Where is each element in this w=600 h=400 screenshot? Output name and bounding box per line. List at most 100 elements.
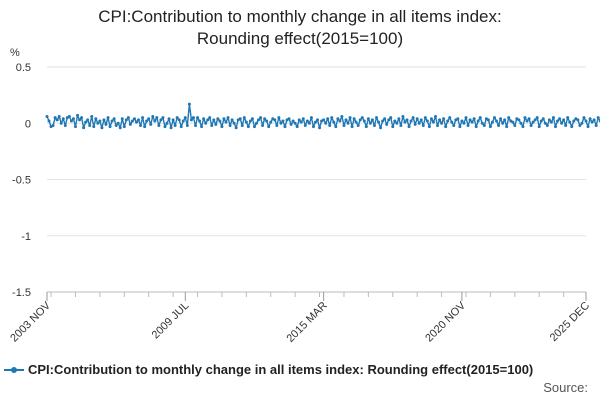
data-point — [328, 124, 332, 127]
data-point — [425, 119, 429, 123]
data-point — [517, 118, 521, 122]
data-point — [92, 125, 96, 129]
data-point — [344, 118, 348, 122]
data-point — [470, 120, 474, 124]
data-point — [71, 117, 75, 121]
data-point — [399, 124, 403, 127]
data-point — [495, 119, 499, 123]
data-point — [149, 122, 153, 126]
data-point — [456, 117, 460, 121]
data-point — [187, 102, 191, 106]
data-point — [464, 116, 468, 120]
data-point — [313, 120, 317, 124]
data-point — [346, 121, 350, 125]
data-point — [214, 122, 218, 126]
data-point — [397, 117, 401, 121]
data-point — [411, 116, 415, 120]
data-point — [141, 116, 145, 120]
data-point — [322, 118, 326, 122]
data-point — [230, 118, 234, 122]
data-point — [448, 116, 452, 120]
data-point — [143, 125, 147, 129]
data-point — [334, 125, 338, 129]
data-point — [372, 124, 376, 127]
y-tick-label: -1 — [21, 231, 31, 243]
data-point — [482, 124, 486, 127]
data-point — [73, 125, 77, 129]
data-point — [468, 118, 472, 122]
data-point — [362, 119, 366, 123]
data-point — [478, 116, 482, 120]
y-tick-label: -0.5 — [12, 175, 31, 187]
data-point — [553, 125, 557, 129]
data-point — [492, 116, 496, 120]
x-tick-label: 2015 MAR — [284, 300, 329, 345]
data-point — [401, 115, 405, 118]
data-point — [385, 122, 389, 126]
data-point — [366, 117, 370, 121]
data-point — [356, 124, 360, 127]
data-point — [417, 121, 421, 125]
data-point — [78, 118, 82, 122]
data-point — [263, 117, 267, 121]
y-tick-label: 0.5 — [16, 62, 31, 74]
data-point — [560, 121, 564, 125]
data-point — [403, 120, 407, 124]
data-point — [248, 119, 252, 123]
data-point — [228, 124, 232, 127]
data-point — [381, 119, 385, 123]
data-point — [128, 122, 132, 126]
y-tick-label: 0 — [25, 118, 31, 130]
data-point — [185, 124, 189, 127]
data-point — [405, 118, 409, 122]
data-point — [352, 117, 356, 121]
data-point — [590, 120, 594, 124]
data-point — [592, 118, 596, 122]
legend[interactable]: CPI:Contribution to monthly change in al… — [4, 362, 600, 377]
data-point — [336, 117, 340, 121]
data-point — [124, 118, 128, 122]
data-point — [354, 120, 358, 124]
data-point — [596, 116, 600, 120]
data-point — [238, 117, 242, 121]
data-point — [295, 125, 299, 129]
data-point — [61, 117, 65, 121]
data-point — [594, 124, 598, 127]
data-point — [551, 116, 555, 120]
data-point — [391, 125, 395, 129]
data-point — [80, 116, 84, 120]
data-point — [250, 117, 254, 121]
series-line — [45, 102, 600, 130]
data-point — [421, 124, 425, 127]
data-point — [490, 120, 494, 124]
data-point — [375, 116, 378, 120]
data-point — [279, 121, 283, 125]
data-point — [198, 119, 202, 123]
data-point — [348, 116, 352, 120]
data-point — [446, 119, 450, 123]
data-point — [499, 117, 503, 121]
data-point — [163, 125, 167, 129]
data-point — [318, 126, 322, 130]
data-point — [525, 119, 529, 123]
data-point — [505, 125, 509, 129]
data-point — [47, 119, 51, 123]
data-point — [169, 126, 173, 130]
data-point — [476, 119, 480, 123]
data-point — [415, 117, 419, 121]
data-point — [316, 118, 320, 122]
data-point — [377, 120, 381, 124]
data-point — [122, 125, 126, 129]
data-point — [261, 124, 265, 127]
data-point — [246, 125, 250, 129]
data-point — [277, 116, 281, 120]
data-point — [562, 118, 566, 122]
data-point — [102, 118, 106, 122]
data-point — [576, 118, 580, 122]
data-point — [305, 119, 309, 123]
data-point — [472, 117, 476, 121]
data-point — [63, 124, 67, 127]
data-point — [293, 121, 297, 125]
data-point — [486, 118, 490, 122]
chart-title: CPI:Contribution to monthly change in al… — [0, 6, 600, 50]
